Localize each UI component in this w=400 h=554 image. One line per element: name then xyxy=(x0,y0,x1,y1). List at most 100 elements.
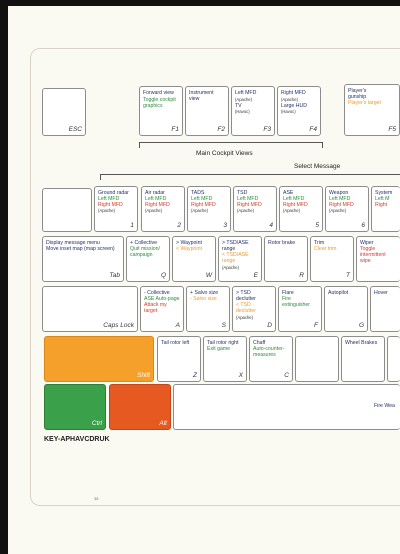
f5-action-2: gunship xyxy=(348,94,367,100)
key-f2[interactable]: Instrument view F2 xyxy=(185,86,229,136)
a-line4: target xyxy=(144,308,158,314)
k2-line2: Left MFD xyxy=(145,196,167,202)
key-q[interactable]: + Collective Quit mission/ campaign Q xyxy=(126,236,170,282)
w-line1: > Waypoint xyxy=(176,240,202,246)
key-label: ESC xyxy=(68,126,82,133)
f3-action-2: TV xyxy=(235,103,242,109)
f5-action: Player's xyxy=(348,88,367,94)
key-label: Caps Lock xyxy=(103,322,134,329)
key-label: 1 xyxy=(130,222,134,229)
key-label: 3 xyxy=(223,222,227,229)
s-line1: + Salvo size xyxy=(190,290,219,296)
a-line1: - Collective xyxy=(144,290,170,296)
key-tab[interactable]: Display message menu Move inset map (map… xyxy=(42,236,124,282)
key-x[interactable]: Tail rotor right Exit game X xyxy=(203,336,247,382)
key-f4[interactable]: Right MFD (Apache) Large HUD (Havoc) F4 xyxy=(277,86,321,136)
k5-line1: ASE xyxy=(283,190,294,196)
k3-line1: TADS xyxy=(191,190,205,196)
key-f5[interactable]: Player's gunship Player's target F5 xyxy=(344,84,400,136)
key-label: F3 xyxy=(263,126,271,133)
key-6[interactable]: Weapon Left MFD Right MFD (Apache) 6 xyxy=(325,186,369,232)
key-esc[interactable]: ESC xyxy=(42,88,86,136)
main-cockpit-views-title: Main Cockpit Views xyxy=(196,150,253,157)
key-7[interactable]: System Left M Right xyxy=(371,186,400,232)
key-s[interactable]: + Salvo size - Salvo size S xyxy=(186,286,230,332)
key-b[interactable]: Wheel Brakes xyxy=(341,336,385,382)
key-f[interactable]: Flare Fire extinguisher F xyxy=(278,286,322,332)
key-blank-left[interactable] xyxy=(42,188,92,232)
k1-line4: (Apache) xyxy=(98,208,115,213)
key-c[interactable]: Chaff Auto-counter- measures C xyxy=(249,336,293,382)
key-w[interactable]: > Waypoint < Waypoint W xyxy=(172,236,216,282)
t-line2: Clear trim xyxy=(314,246,337,252)
d-line1: > TSD xyxy=(236,290,251,296)
k3-line4: (Apache) xyxy=(191,208,208,213)
key-e[interactable]: > TSD/ASE range < TSD/ASE range (Apache)… xyxy=(218,236,262,282)
key-label: Q xyxy=(160,272,166,279)
key-3[interactable]: TADS Left MFD Right MFD (Apache) 3 xyxy=(187,186,231,232)
k4-line3: Right MFD xyxy=(237,202,262,208)
f4-note: (Apache) xyxy=(281,97,298,102)
key-caps-lock[interactable]: Caps Lock xyxy=(42,286,138,332)
k1-line3: Right MFD xyxy=(98,202,123,208)
e-line1: > TSD/ASE xyxy=(222,240,249,246)
tab-line2: Move inset map (map screen) xyxy=(46,246,115,252)
key-y[interactable]: Wiper Toggle intermittent wipe xyxy=(356,236,400,282)
s-line2: - Salvo size xyxy=(190,296,217,302)
d-line2: declutter xyxy=(236,296,256,302)
k4-line4: (Apache) xyxy=(237,208,254,213)
d-line5: (Apache) xyxy=(236,315,253,320)
key-label: E xyxy=(253,272,258,279)
w-line2: < Waypoint xyxy=(176,246,202,252)
key-a[interactable]: - Collective ASE Auto-page Attack my tar… xyxy=(140,286,184,332)
key-f1[interactable]: Forward view Toggle cockpit graphics F1 xyxy=(139,86,183,136)
f-line3: extinguisher xyxy=(282,302,310,308)
key-label: F4 xyxy=(309,126,317,133)
c-line1: Chaff xyxy=(253,340,266,346)
z-line1: Tail rotor left xyxy=(161,340,190,346)
k1-line1: Ground radar xyxy=(98,190,129,196)
key-h[interactable]: Hover xyxy=(370,286,400,332)
y-line1: Wiper xyxy=(360,240,374,246)
d-line3: < TSD xyxy=(236,302,251,308)
f3-note: (Apache) xyxy=(235,97,252,102)
key-g[interactable]: Autopilot G xyxy=(324,286,368,332)
key-1[interactable]: Ground radar Left MFD Right MFD (Apache)… xyxy=(94,186,138,232)
h-line1: Hover xyxy=(374,290,388,296)
x-line1: Tail rotor right xyxy=(207,340,239,346)
r-line1: Rotor brake xyxy=(268,240,296,246)
e-line4: range xyxy=(222,258,236,264)
key-r[interactable]: Rotor brake R xyxy=(264,236,308,282)
key-t[interactable]: Trim Clear trim T xyxy=(310,236,354,282)
y-line3: intermittent xyxy=(360,252,386,258)
key-label: 4 xyxy=(269,222,273,229)
key-label: 5 xyxy=(315,222,319,229)
b-line1: Wheel Brakes xyxy=(345,340,378,346)
key-shift[interactable]: Shift xyxy=(44,336,154,382)
k4-line1: TSD xyxy=(237,190,248,196)
key-v[interactable] xyxy=(295,336,339,382)
g-line1: Autopilot xyxy=(328,290,349,296)
key-label: A xyxy=(175,322,180,329)
a-line2: ASE Auto-page xyxy=(144,296,180,302)
key-label: D xyxy=(267,322,272,329)
key-label: Tab xyxy=(109,272,120,279)
key-n[interactable] xyxy=(387,336,400,382)
f1-action: Forward view xyxy=(143,90,174,96)
key-space[interactable]: Fire Wea xyxy=(173,384,400,430)
key-5[interactable]: ASE Left MFD Right MFD (Apache) 5 xyxy=(279,186,323,232)
key-ctrl[interactable]: Ctrl xyxy=(44,384,106,430)
f2-action-2: view xyxy=(189,96,200,102)
key-4[interactable]: TSD Left MFD Right MFD (Apache) 4 xyxy=(233,186,277,232)
key-d[interactable]: > TSD declutter < TSD declutter (Apache)… xyxy=(232,286,276,332)
key-z[interactable]: Tail rotor left Z xyxy=(157,336,201,382)
f3-note-2: (Havoc) xyxy=(235,109,250,114)
key-alt[interactable]: Alt xyxy=(109,384,171,430)
key-2[interactable]: Air radar Left MFD Right MFD (Apache) 2 xyxy=(141,186,185,232)
f5-action-3: Player's target xyxy=(348,100,381,106)
keyboard-sheet xyxy=(30,48,400,506)
key-f3[interactable]: Left MFD (Apache) TV (Havoc) F3 xyxy=(231,86,275,136)
e-line5: (Apache) xyxy=(222,265,239,270)
key-label: R xyxy=(299,272,304,279)
k3-line2: Left MFD xyxy=(191,196,213,202)
